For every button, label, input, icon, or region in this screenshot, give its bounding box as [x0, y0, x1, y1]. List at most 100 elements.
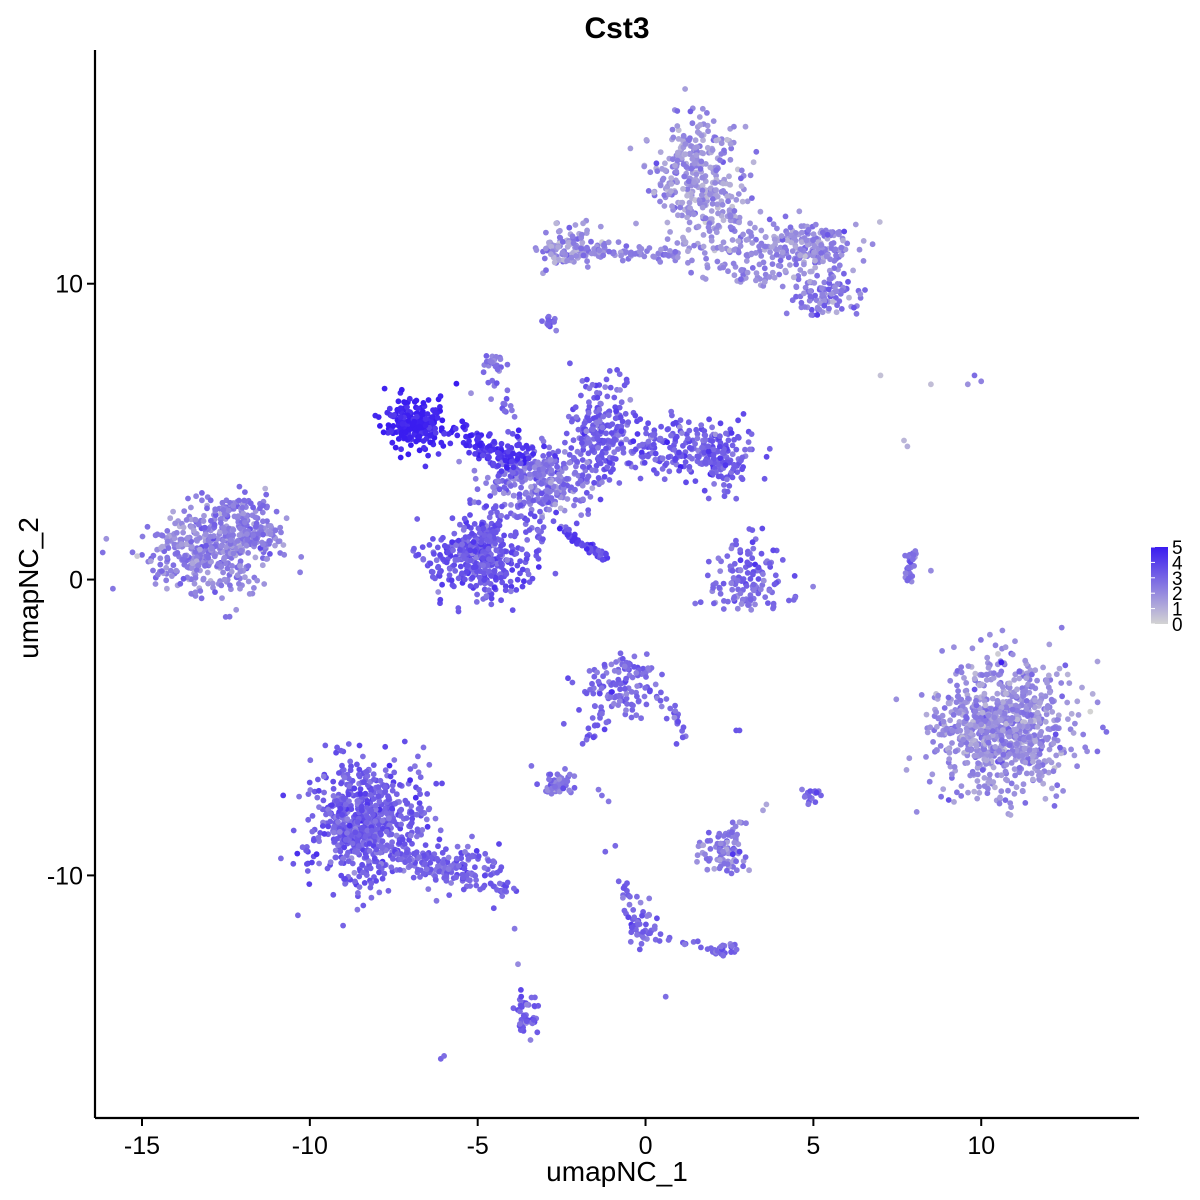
data-point — [1049, 709, 1056, 715]
data-point — [1094, 748, 1101, 755]
data-point — [637, 475, 644, 482]
data-point — [944, 725, 950, 732]
data-point — [436, 836, 443, 843]
data-point — [412, 763, 418, 770]
data-point — [1016, 769, 1023, 776]
data-point — [180, 529, 187, 536]
data-point — [390, 423, 397, 429]
data-point — [711, 865, 718, 872]
data-point — [1023, 770, 1030, 777]
data-point — [696, 114, 703, 120]
data-point — [978, 721, 985, 728]
data-point — [593, 462, 600, 469]
data-point — [929, 771, 936, 778]
data-point — [264, 555, 271, 562]
data-point — [639, 454, 646, 460]
data-point — [389, 839, 395, 846]
data-point — [497, 537, 503, 544]
data-point — [453, 542, 460, 548]
data-point — [281, 551, 288, 558]
data-point — [903, 767, 910, 773]
data-point — [709, 424, 715, 431]
data-point — [992, 642, 999, 649]
data-point — [743, 583, 750, 589]
data-point — [1044, 704, 1051, 711]
data-point — [450, 547, 456, 554]
data-point — [185, 495, 191, 502]
data-point — [705, 558, 712, 565]
data-point — [705, 128, 711, 135]
data-point — [659, 671, 665, 678]
data-point — [707, 459, 713, 466]
data-point — [616, 404, 623, 411]
data-point — [1087, 708, 1094, 715]
data-point — [594, 669, 600, 676]
data-point — [695, 454, 702, 460]
data-point — [851, 304, 857, 311]
data-point — [552, 570, 559, 577]
data-point — [547, 456, 554, 463]
data-point — [747, 172, 754, 179]
data-point — [406, 395, 413, 402]
data-point — [595, 444, 601, 451]
data-point — [635, 698, 642, 704]
data-point — [609, 421, 616, 427]
data-point — [198, 595, 205, 602]
data-point — [629, 674, 636, 681]
data-point — [437, 596, 444, 603]
data-point — [615, 676, 622, 683]
data-point — [389, 805, 395, 812]
data-point — [677, 417, 684, 424]
data-point — [1060, 788, 1066, 794]
data-point — [969, 770, 976, 777]
data-point — [330, 793, 337, 799]
data-point — [682, 459, 689, 465]
data-point — [473, 599, 480, 605]
data-point — [955, 688, 961, 694]
data-point — [177, 580, 184, 587]
data-point — [613, 408, 619, 414]
data-point — [816, 306, 823, 313]
data-point — [810, 583, 816, 590]
data-point — [949, 771, 955, 778]
data-point — [361, 779, 367, 786]
data-point — [451, 562, 458, 568]
data-point — [990, 764, 997, 771]
data-point — [666, 468, 673, 475]
data-point — [1051, 803, 1058, 809]
data-point — [736, 848, 743, 855]
data-point — [384, 842, 390, 849]
data-point — [150, 552, 157, 559]
data-point — [440, 534, 446, 541]
data-point — [838, 252, 845, 258]
data-point — [316, 860, 322, 867]
data-point — [564, 496, 571, 502]
data-point — [760, 571, 766, 577]
data-point — [709, 470, 716, 476]
data-point — [730, 575, 737, 581]
data-point — [674, 157, 681, 164]
data-point — [553, 327, 560, 334]
data-point — [600, 413, 607, 420]
data-point — [643, 921, 649, 928]
data-point — [370, 796, 377, 802]
data-point — [1037, 741, 1044, 747]
data-point — [204, 569, 211, 576]
data-point — [234, 538, 241, 544]
data-point — [446, 572, 453, 578]
data-point — [789, 248, 796, 255]
data-point — [389, 439, 396, 446]
data-point — [1051, 724, 1058, 731]
data-point — [1030, 776, 1036, 783]
data-point — [668, 432, 674, 439]
data-point — [584, 227, 590, 234]
data-point — [503, 571, 510, 577]
data-point — [392, 444, 399, 451]
data-point — [821, 279, 828, 286]
data-point — [460, 424, 467, 430]
data-point — [523, 442, 530, 449]
data-point — [617, 686, 623, 693]
data-point — [560, 785, 567, 792]
data-point — [729, 567, 736, 574]
data-point — [637, 899, 644, 906]
